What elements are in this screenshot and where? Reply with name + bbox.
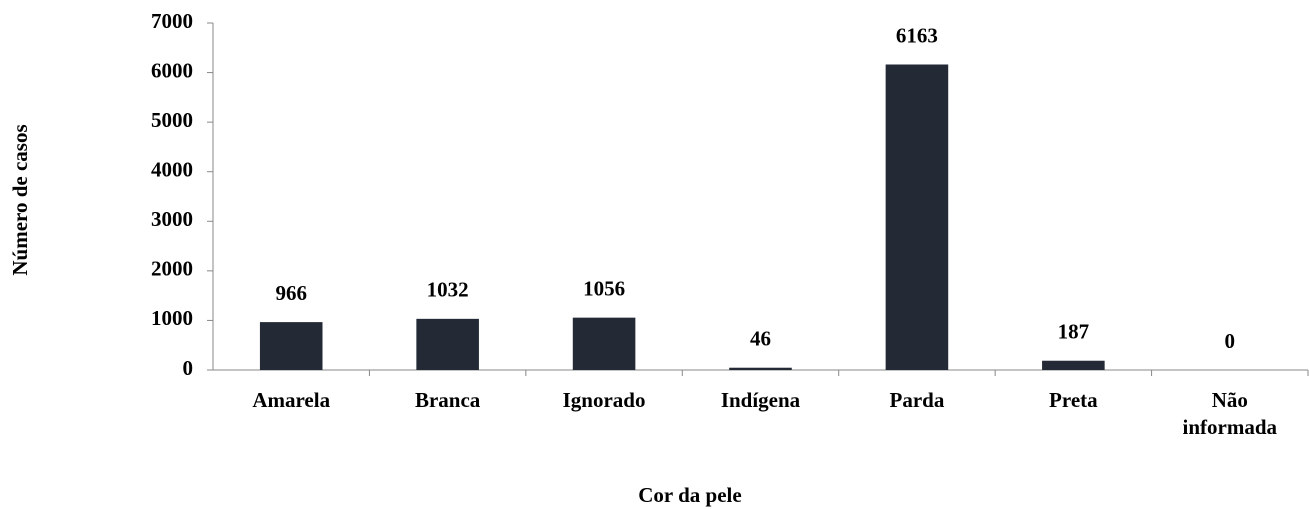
data-label: 6163 <box>896 23 938 47</box>
x-tick-label: Indígena <box>720 388 801 412</box>
y-tick-label: 3000 <box>151 207 193 231</box>
data-label: 966 <box>275 281 307 305</box>
y-tick-label: 6000 <box>151 58 193 82</box>
y-tick-label: 0 <box>183 356 194 380</box>
y-tick-label: 5000 <box>151 108 193 132</box>
data-label: 1056 <box>583 276 625 300</box>
y-axis-title: Número de casos <box>8 124 32 275</box>
x-tick-label: Não informada <box>1182 388 1278 439</box>
bar <box>572 317 636 370</box>
bar <box>416 318 479 370</box>
y-tick-label: 1000 <box>151 306 193 330</box>
x-tick-label: Amarela <box>252 388 331 412</box>
x-tick-label: Preta <box>1049 388 1098 412</box>
x-tick-label: Parda <box>889 388 945 412</box>
bar <box>885 64 949 371</box>
data-label: 0 <box>1225 329 1236 353</box>
x-axis-title: Cor da pele <box>638 483 741 507</box>
y-tick-label: 2000 <box>151 257 193 281</box>
x-tick-label: Ignorado <box>562 388 646 412</box>
y-tick-label: 4000 <box>151 158 193 182</box>
x-tick-label: Branca <box>414 388 481 412</box>
y-tick-label: 7000 <box>151 9 193 33</box>
bar <box>1042 360 1105 370</box>
bar <box>259 322 323 370</box>
data-label: 1032 <box>427 278 469 302</box>
data-label: 46 <box>750 327 771 351</box>
data-label: 187 <box>1058 320 1090 344</box>
bar <box>729 367 792 370</box>
